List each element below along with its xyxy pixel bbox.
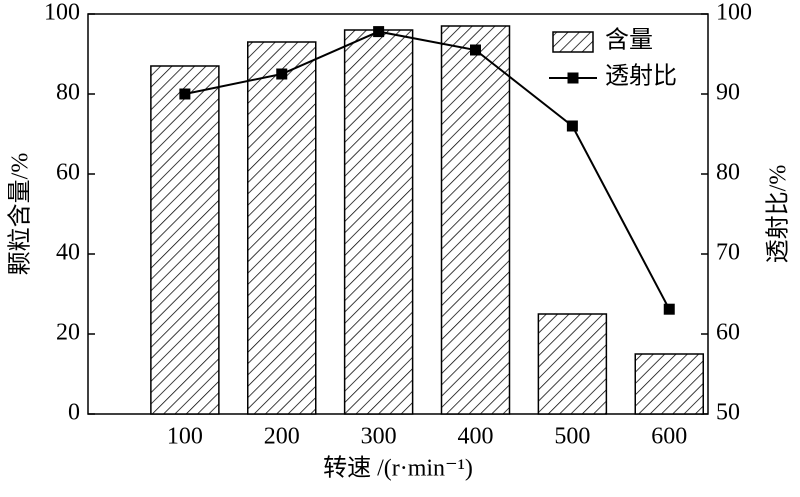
marker: [179, 88, 191, 100]
marker: [373, 26, 385, 38]
legend-swatch: [552, 31, 594, 53]
y-tick-label: 100: [44, 0, 80, 26]
x-tick-label: 300: [361, 424, 397, 450]
y2-tick-label: 90: [716, 80, 740, 106]
y2-tick-label: 80: [716, 160, 740, 186]
x-tick-label: 500: [554, 424, 590, 450]
marker: [470, 44, 481, 56]
line: [184, 30, 671, 310]
y2-axis-label: 透射比/%: [765, 165, 792, 264]
y2-tick-label: 100: [716, 0, 752, 26]
marker: [663, 303, 675, 315]
legend-marker: [567, 72, 579, 84]
y2-tick-label: 70: [716, 240, 740, 266]
bar: [150, 65, 220, 415]
x-tick-label: 200: [264, 424, 300, 450]
y-tick-label: 0: [68, 400, 80, 426]
legend-label: 含量: [605, 27, 653, 54]
bar: [537, 313, 608, 415]
bar: [343, 29, 414, 415]
bar: [634, 353, 704, 415]
y-tick-label: 60: [56, 160, 80, 186]
y-axis-label: 颗粒含量/%: [7, 153, 34, 276]
y-tick-label: 40: [56, 240, 80, 266]
bar: [247, 41, 317, 415]
x-tick-label: 400: [458, 424, 494, 450]
legend-label: 透射比: [605, 63, 677, 90]
y-tick-label: 80: [56, 80, 80, 106]
x-tick-label: 600: [651, 424, 687, 450]
bar: [440, 25, 511, 415]
y-tick-label: 20: [56, 320, 80, 346]
marker: [566, 120, 578, 132]
y2-tick-label: 60: [716, 320, 740, 346]
x-tick-label: 100: [167, 424, 203, 450]
x-axis-label: 转速 /(r·min⁻¹): [323, 455, 473, 482]
marker: [276, 68, 288, 80]
y2-tick-label: 50: [716, 400, 740, 426]
